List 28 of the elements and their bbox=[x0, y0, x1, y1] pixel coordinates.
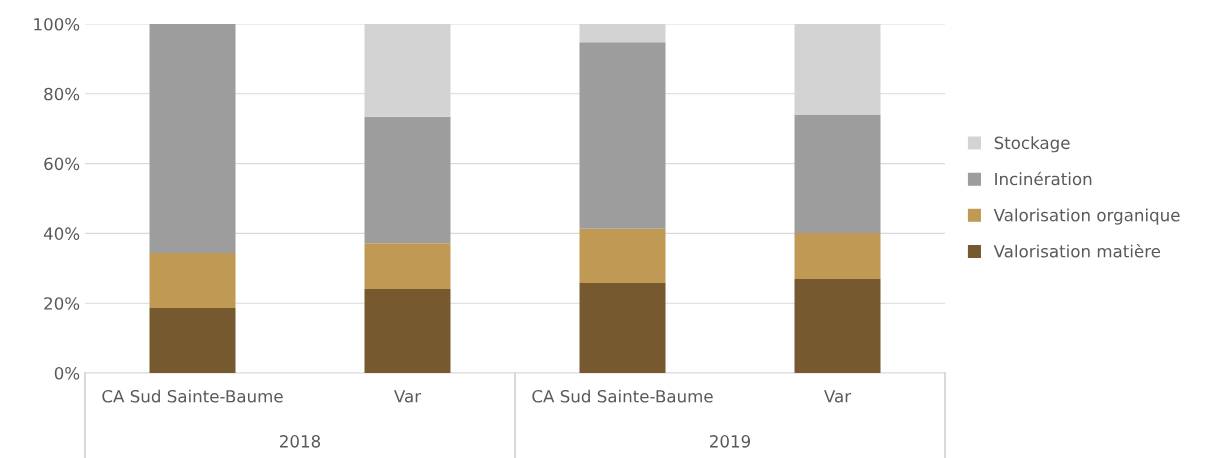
y-tick-label: 20% bbox=[44, 297, 80, 310]
bar bbox=[364, 288, 451, 373]
bar bbox=[579, 228, 666, 283]
y-tick-label: 60% bbox=[44, 157, 80, 171]
bar bbox=[579, 282, 666, 373]
text: 2019 bbox=[710, 435, 751, 448]
legend-label: Incinération bbox=[995, 171, 1092, 186]
x-tick-label: Var bbox=[394, 390, 422, 403]
x-tick-label: CA Sud Sainte-Baume bbox=[532, 389, 713, 403]
bar bbox=[364, 116, 451, 244]
bar bbox=[149, 24, 236, 253]
y-tick-label: 80% bbox=[44, 87, 80, 101]
legend-label: Valorisation matière bbox=[993, 243, 1161, 258]
x-tick-label: Var bbox=[824, 390, 852, 403]
legend-label: Stockage bbox=[994, 136, 1070, 153]
x-tick-label: CA Sud Sainte-Baume bbox=[102, 389, 283, 403]
bar bbox=[794, 233, 881, 280]
bar bbox=[149, 308, 236, 373]
bar bbox=[794, 115, 881, 234]
y-tick-label: 100% bbox=[34, 17, 80, 31]
bar bbox=[364, 243, 451, 289]
bar bbox=[149, 252, 236, 309]
text: 2018 bbox=[280, 435, 321, 448]
bar bbox=[579, 42, 666, 229]
y-tick-label: 40% bbox=[43, 227, 80, 240]
y-tick-label: 0% bbox=[54, 366, 80, 380]
legend-label: Valorisation organique bbox=[993, 208, 1180, 225]
bar bbox=[794, 279, 881, 373]
